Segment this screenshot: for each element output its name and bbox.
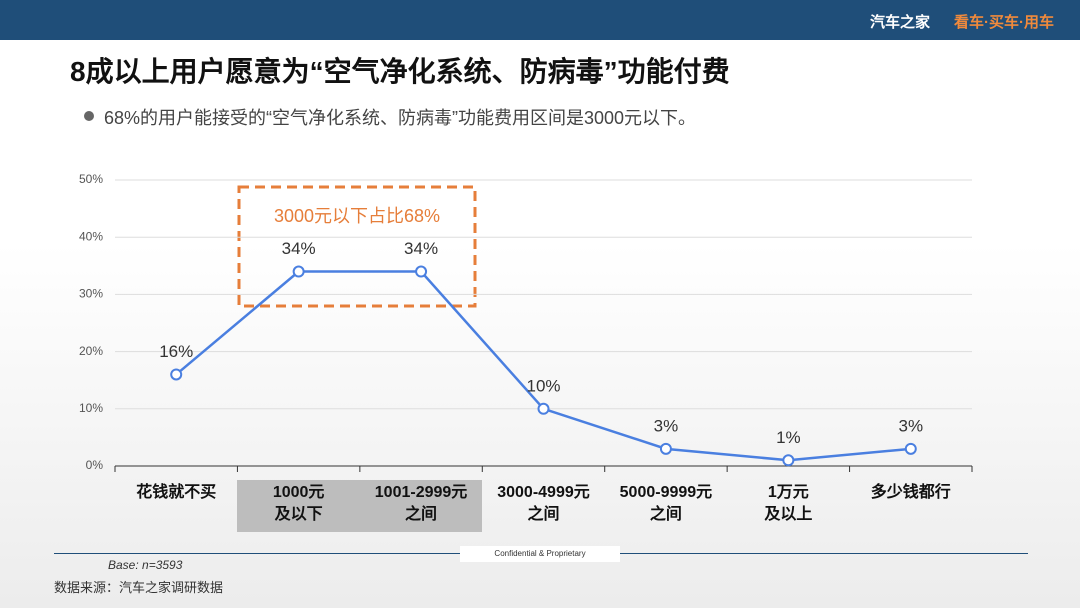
value-label: 10% [526, 376, 560, 395]
y-tick-label: 50% [79, 172, 103, 186]
slogan: 看车·买车·用车 [954, 14, 1054, 31]
value-label: 1% [776, 428, 801, 447]
y-tick-label: 40% [79, 229, 103, 243]
source: 数据来源：汽车之家调研数据 [54, 580, 224, 595]
y-tick-label: 30% [79, 287, 103, 301]
point [782, 454, 795, 467]
subtitle: 68%的用户能接受的“空气净化系统、防病毒”功能费用区间是3000元以下。 [104, 108, 697, 128]
point [537, 402, 550, 415]
title: 8成以上用户愿意为“空气净化系统、防病毒”功能付费 [70, 56, 730, 87]
point [415, 265, 428, 278]
value-label: 34% [282, 239, 316, 258]
value-label: 16% [159, 342, 193, 361]
annotation: 3000元以下占比68% [274, 206, 440, 226]
point [659, 442, 672, 455]
value-label: 3% [898, 416, 923, 435]
base: Base: n=3593 [108, 558, 183, 572]
bullet [84, 111, 94, 121]
category-highlight [359, 480, 483, 532]
point [170, 368, 183, 381]
brand: 汽车之家 [869, 14, 930, 31]
confidential: Confidential & Proprietary [460, 546, 620, 562]
x-tick-label: 1万元 及以上 [764, 484, 813, 523]
y-tick-label: 20% [79, 344, 103, 358]
x-tick-label: 1001-2999元 之间 [374, 484, 468, 523]
annotation-box [237, 185, 477, 308]
point [292, 265, 305, 278]
x-tick-label: 花钱就不买 [136, 484, 217, 501]
y-tick-label: 10% [79, 401, 103, 415]
category-highlight [237, 480, 360, 532]
x-tick-label: 3000-4999元 之间 [497, 484, 590, 523]
point [904, 442, 917, 455]
x-tick-label: 5000-9999元 之间 [619, 484, 713, 523]
value-label: 3% [654, 416, 679, 435]
y-tick-label: 0% [86, 458, 104, 472]
x-tick-label: 1000元 及以下 [272, 484, 325, 523]
x-tick-label: 多少钱都行 [870, 484, 951, 501]
value-label: 34% [404, 239, 438, 258]
header-bar [0, 0, 1080, 40]
